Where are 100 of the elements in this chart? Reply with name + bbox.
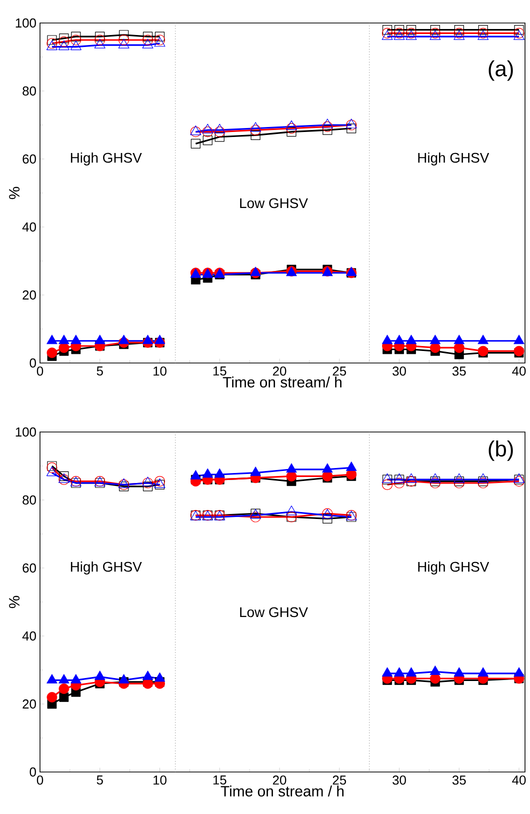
x-tick-label: 40 <box>512 776 526 785</box>
point <box>154 672 166 682</box>
point <box>394 28 405 38</box>
point <box>154 37 166 47</box>
y-axis-title: % <box>9 596 20 608</box>
point <box>514 476 524 487</box>
x-tick-label: 20 <box>272 776 286 785</box>
point <box>382 28 393 38</box>
point <box>478 346 488 356</box>
point <box>118 38 130 48</box>
point <box>190 470 202 480</box>
point <box>59 692 69 702</box>
point <box>382 24 392 35</box>
point <box>46 466 58 476</box>
x-axis-title: Time on stream/ h <box>222 376 342 388</box>
point <box>250 512 261 522</box>
point <box>382 334 393 344</box>
x-tick-label: 35 <box>452 776 466 785</box>
point <box>46 334 58 344</box>
x-tick-label: 35 <box>452 366 466 376</box>
point <box>46 674 58 684</box>
chart-title: (b) <box>488 440 513 461</box>
point <box>70 334 82 344</box>
x-tick-label: 5 <box>96 776 103 785</box>
y-tick-label: 40 <box>22 631 36 641</box>
point <box>286 123 297 134</box>
point <box>454 473 465 483</box>
point <box>454 30 465 40</box>
point <box>142 38 154 48</box>
y-tick-label: 20 <box>22 699 36 709</box>
point <box>58 40 70 50</box>
point <box>406 28 417 38</box>
x-tick-label: 0 <box>36 776 44 785</box>
point <box>154 32 165 42</box>
point <box>118 34 130 46</box>
point <box>514 667 524 677</box>
point <box>454 334 465 344</box>
point <box>430 24 440 35</box>
point <box>202 135 212 146</box>
point <box>406 473 417 483</box>
point <box>95 32 105 42</box>
point <box>94 670 106 680</box>
point <box>322 118 333 128</box>
point <box>514 334 524 344</box>
point <box>94 34 106 46</box>
x-tick-label: 5 <box>96 366 103 376</box>
point <box>478 30 489 40</box>
point <box>514 28 524 38</box>
y-tick-label: 80 <box>22 495 36 505</box>
point <box>430 334 441 344</box>
point <box>478 28 488 38</box>
point <box>322 470 333 482</box>
point <box>286 120 297 130</box>
point <box>322 514 332 524</box>
point <box>154 334 166 344</box>
point <box>142 32 153 42</box>
y-tick-label: 60 <box>22 154 36 164</box>
y-tick-label: 0 <box>30 358 36 368</box>
point <box>406 334 417 344</box>
point <box>214 132 224 142</box>
point <box>454 342 464 353</box>
point <box>142 34 154 46</box>
point <box>514 346 524 356</box>
point <box>514 30 525 40</box>
point <box>478 24 488 35</box>
annotation: Low GHSV <box>240 198 308 208</box>
point <box>382 667 393 677</box>
point <box>94 334 106 344</box>
y-tick-label: 60 <box>22 563 36 573</box>
point <box>214 468 226 478</box>
annotation: High GHSV <box>70 152 142 166</box>
point <box>394 30 405 40</box>
point <box>59 33 69 44</box>
point <box>394 24 404 35</box>
point <box>46 348 58 358</box>
point <box>286 126 296 137</box>
point <box>478 334 488 344</box>
point <box>346 461 357 471</box>
point <box>514 24 524 35</box>
x-tick-label: 0 <box>36 366 44 376</box>
point <box>71 32 81 42</box>
point <box>250 122 262 132</box>
point <box>58 334 70 344</box>
point <box>250 124 261 136</box>
y-tick-label: 100 <box>16 18 36 28</box>
point <box>94 38 106 48</box>
point <box>214 126 225 138</box>
point <box>250 466 261 476</box>
x-tick-label: 25 <box>332 776 346 785</box>
point <box>478 667 488 677</box>
x-tick-label: 15 <box>213 776 226 785</box>
y-tick-label: 100 <box>16 427 36 437</box>
point <box>322 121 333 132</box>
x-tick-label: 10 <box>154 776 166 785</box>
x-tick-label: 25 <box>332 366 346 376</box>
y-tick-label: 40 <box>22 222 36 232</box>
y-tick-label: 0 <box>30 767 36 777</box>
point <box>70 674 82 684</box>
point <box>430 473 441 483</box>
point <box>118 334 130 344</box>
